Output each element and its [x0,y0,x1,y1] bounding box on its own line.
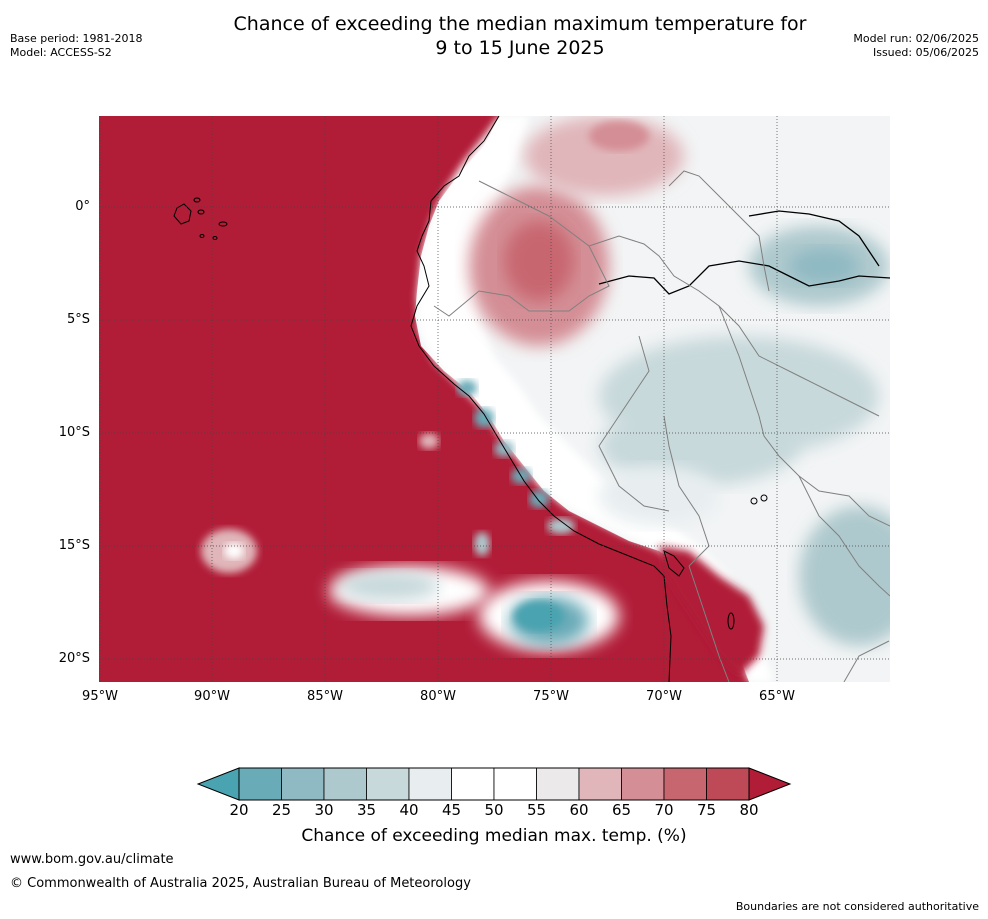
lat-label-20s: 20°S [58,651,90,666]
model-name: Model: ACCESS-S2 [10,46,112,59]
graticule [99,116,890,682]
title-line-1: Chance of exceeding the median maximum t… [233,13,807,35]
colorbar-tick-label: 50 [484,801,504,819]
lon-label-85w: 85°W [307,689,343,704]
colorbar-tick-label: 35 [356,801,377,819]
colorbar-title: Chance of exceeding median max. temp. (%… [301,826,687,846]
lon-label-80w: 80°W [420,689,456,704]
lon-label-75w: 75°W [533,689,569,704]
lat-label-5s: 5°S [66,312,90,327]
colorbar-tick-label: 70 [654,801,674,819]
colorbar-tick-label: 55 [526,801,547,819]
base-period: Base period: 1981-2018 [10,32,143,45]
colorbar-tick-label: 45 [441,801,462,819]
boundary-disclaimer: Boundaries are not considered authoritat… [735,900,979,913]
lon-label-95w: 95°W [82,689,118,704]
colorbar-cell [621,767,665,801]
colorbar-cell [238,767,282,801]
colorbar-tick-label: 65 [611,801,632,819]
colorbar-tick-label: 40 [399,801,419,819]
probability-map [99,116,890,682]
colorbar-extend-low [198,768,239,800]
website-link[interactable]: www.bom.gov.au/climate [10,852,174,867]
lon-label-70w: 70°W [646,689,682,704]
colorbar-extend-high [749,768,790,800]
colorbar-tick-label: 80 [739,801,759,819]
colorbar-cell [578,767,622,801]
colorbar-cell [451,767,495,801]
coastal-band [417,116,774,682]
colorbar-cell [663,767,707,801]
map-title: Chance of exceeding the median maximum t… [180,12,860,60]
colorbar-cell [366,767,410,801]
country-borders [433,170,890,682]
meta-left: Base period: 1981-2018 Model: ACCESS-S2 [10,32,142,60]
lon-label-90w: 90°W [194,689,230,704]
lat-label-15s: 15°S [58,538,90,553]
meta-right: Model run: 02/06/2025 Issued: 05/06/2025 [853,32,979,60]
copyright-notice: © Commonwealth of Australia 2025, Austra… [10,876,471,891]
colorbar-cell [536,767,580,801]
amazon-river [598,260,890,295]
coastline [410,116,672,682]
ocean-high-region [99,116,749,682]
bolivia-red-region [659,546,764,676]
lat-label-0: 0° [75,199,90,214]
colorbar-tick-label: 75 [696,801,717,819]
galapagos-islands [173,197,228,240]
colorbar-cell [706,767,750,801]
lon-label-65w: 65°W [759,689,795,704]
model-run: Model run: 02/06/2025 [853,32,979,45]
colorbar-cell [323,767,367,801]
colorbar-cell [408,767,452,801]
colorbar-cell [493,767,537,801]
title-line-2: 9 to 15 June 2025 [435,37,605,59]
issued-date: Issued: 05/06/2025 [872,46,979,59]
colorbar-tick-label: 20 [229,801,249,819]
colorbar-tick-label: 30 [314,801,334,819]
lat-label-10s: 10°S [58,425,90,440]
colorbar-cell [281,767,325,801]
colorbar-tick-label: 25 [271,801,292,819]
lake-titicaca [663,550,685,577]
colorbar-tick-label: 60 [569,801,589,819]
colorbar [196,767,792,801]
